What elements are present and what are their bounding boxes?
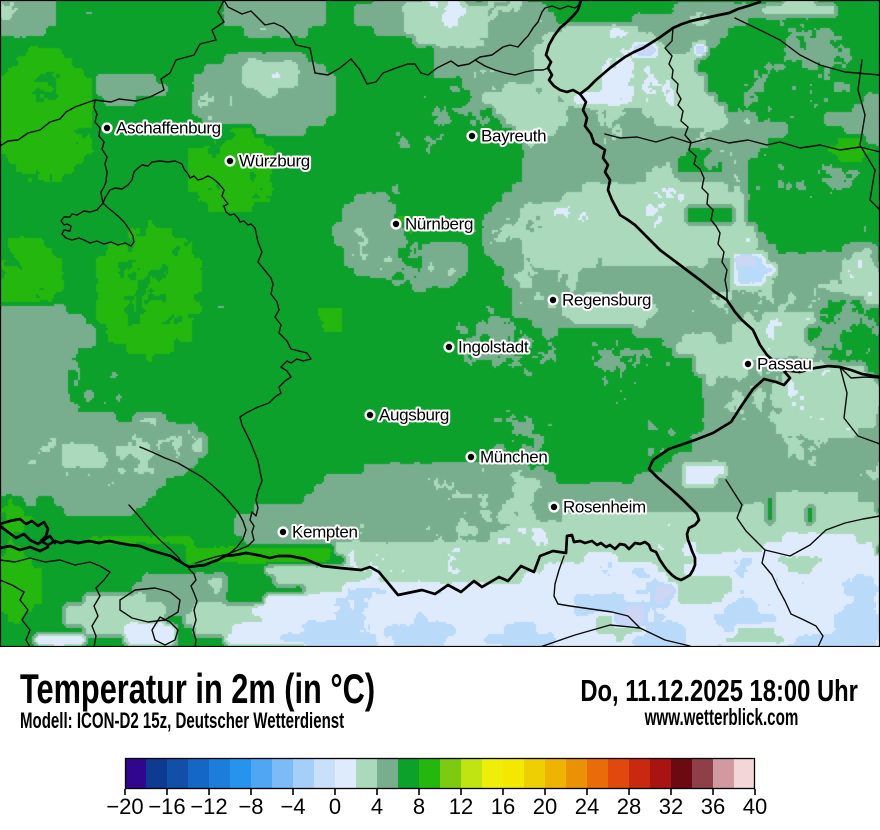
svg-text:36: 36 [701,794,725,819]
svg-text:4: 4 [371,794,383,819]
svg-text:Bayreuth: Bayreuth [481,127,546,146]
svg-text:8: 8 [413,794,425,819]
svg-text:München: München [480,448,547,467]
svg-text:Aschaffenburg: Aschaffenburg [116,119,221,138]
svg-text:Rosenheim: Rosenheim [563,498,646,517]
svg-text:−16: −16 [148,794,185,819]
svg-text:−20: −20 [106,794,143,819]
svg-text:Regensburg: Regensburg [562,291,651,310]
svg-text:24: 24 [575,794,599,819]
svg-text:0: 0 [329,794,341,819]
svg-text:12: 12 [449,794,473,819]
svg-text:−8: −8 [238,794,263,819]
svg-text:40: 40 [743,794,767,819]
svg-text:Augsburg: Augsburg [379,406,449,425]
svg-text:16: 16 [491,794,515,819]
svg-text:−4: −4 [280,794,305,819]
svg-text:Nürnberg: Nürnberg [405,215,473,234]
svg-text:−12: −12 [190,794,227,819]
svg-text:Würzburg: Würzburg [239,152,310,171]
svg-text:20: 20 [533,794,557,819]
svg-text:32: 32 [659,794,683,819]
svg-text:Kempten: Kempten [292,523,358,542]
svg-text:Ingolstadt: Ingolstadt [458,338,529,357]
svg-text:Passau: Passau [757,355,812,374]
svg-text:28: 28 [617,794,641,819]
